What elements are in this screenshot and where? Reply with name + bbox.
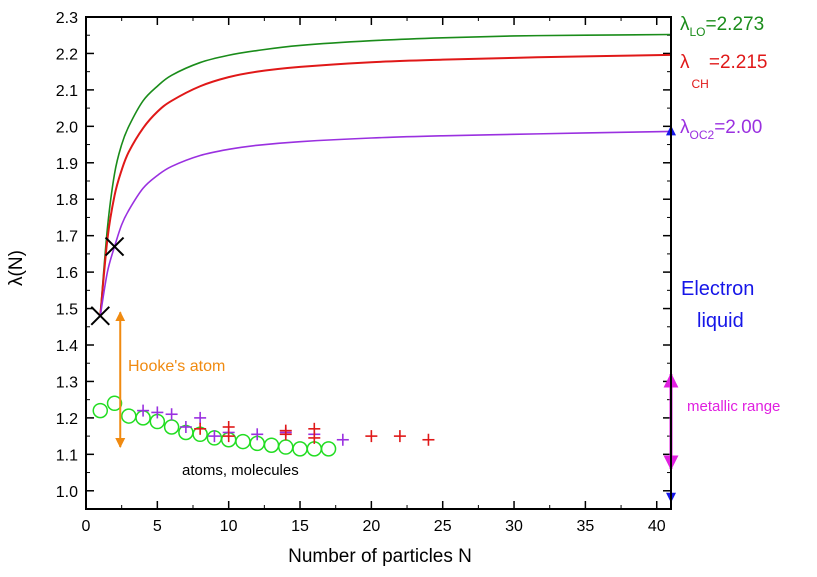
series-line-lo (99, 33, 671, 316)
molecule-plus-red (393, 430, 406, 443)
lambda-oc2-sub: OC2 (690, 128, 715, 142)
lambda-ch-value: =2.215 (709, 52, 768, 73)
hooke-x-marker (104, 236, 125, 257)
molecule-plus-purple (336, 433, 349, 446)
plot-frame (85, 16, 672, 510)
lambda-oc2-symbol: λ (680, 117, 690, 138)
atom-circle-point (292, 441, 308, 457)
lambda-ch-label: λCH=2.215 (680, 52, 768, 91)
molecule-plus-red (194, 422, 207, 435)
y-tick-label: 1.8 (56, 192, 78, 209)
x-axis-title: Number of particles N (288, 546, 472, 567)
atom-circle-point (121, 408, 137, 424)
series-line-oc2 (99, 130, 671, 316)
x-tick-labels: 0 5 10 15 20 25 30 35 40 (82, 518, 666, 535)
lambda-oc2-label: λOC2=2.00 (680, 117, 762, 142)
molecule-plus-purple (194, 411, 207, 424)
atom-circle-point (320, 441, 337, 457)
lambda-oc2-value: =2.00 (714, 117, 762, 138)
electron-liquid-line1: Electron (681, 278, 754, 300)
y-tick-label: 1.0 (56, 484, 78, 501)
molecule-plus-purple (165, 408, 178, 421)
molecule-plus-red (308, 431, 321, 444)
data-points (90, 236, 435, 457)
series-line-ch (99, 53, 671, 316)
lambda-ch-sub: CH (692, 77, 709, 91)
molecule-plus-purple (179, 421, 192, 433)
x-tick-label: 35 (576, 518, 594, 535)
molecule-plus-red (279, 428, 292, 441)
molecule-plus-red (222, 430, 235, 443)
hooke-atom-label: Hooke's atom (128, 358, 225, 375)
y-tick-label: 1.3 (56, 374, 78, 391)
molecule-plus-red (422, 433, 435, 446)
y-tick-label: 1.2 (56, 411, 78, 428)
metallic-range-label: metallic range (687, 398, 780, 415)
molecule-plus-purple (251, 428, 264, 441)
atom-circle-point (263, 437, 280, 453)
y-tick-label: 1.9 (56, 156, 78, 173)
molecule-plus-purple (151, 406, 164, 419)
y-tick-label: 2.3 (56, 10, 78, 27)
x-tick-label: 5 (153, 518, 162, 535)
x-tick-label: 10 (220, 518, 238, 535)
x-tick-label: 25 (434, 518, 452, 535)
x-tick-label: 15 (291, 518, 309, 535)
atom-circle-point (235, 433, 251, 450)
lambda-lo-symbol: λ (680, 14, 690, 35)
y-tick-label: 2.2 (56, 46, 78, 63)
y-tick-label: 1.6 (56, 265, 78, 282)
x-tick-label: 40 (648, 518, 666, 535)
molecule-plus-purple (137, 404, 150, 417)
lambda-lo-sub: LO (690, 25, 706, 39)
annotation-arrows (115, 125, 679, 503)
tick-marks (85, 16, 671, 509)
molecule-plus-purple (208, 430, 221, 443)
hooke-x-stroke-b (90, 306, 110, 326)
x-tick-label: 30 (505, 518, 523, 535)
x-tick-label: 0 (82, 518, 91, 535)
lambda-lo-value: =2.273 (706, 14, 765, 35)
y-tick-labels: 1.0 1.1 1.2 1.3 1.4 1.5 1.6 1.7 1.8 1.9 2.0 2.1 2.2 2… (56, 10, 78, 501)
atoms-molecules-label: atoms, molecules (182, 462, 299, 479)
molecule-plus-red (365, 430, 378, 443)
lambda-lo-label: λLO=2.273 (680, 14, 764, 39)
lambda-ch-symbol: λ (680, 52, 690, 73)
electron-liquid-line2: liquid (697, 310, 744, 332)
series-lines (99, 33, 671, 316)
atom-circle-point (92, 402, 109, 419)
atom-circle-point (163, 419, 180, 435)
atom-circle-point (278, 439, 294, 455)
y-tick-label: 2.0 (56, 119, 78, 136)
y-tick-label: 1.7 (56, 229, 78, 246)
y-tick-label: 1.5 (56, 302, 78, 319)
hooke-x-marker (90, 306, 110, 326)
x-tick-label: 20 (362, 518, 380, 535)
y-tick-label: 2.1 (56, 83, 78, 100)
y-tick-label: 1.1 (56, 447, 78, 464)
y-tick-label: 1.4 (56, 338, 78, 355)
hooke-x-stroke-b (104, 236, 125, 257)
y-axis-title: λ(N) (6, 250, 27, 286)
atom-circle-point (306, 441, 323, 457)
